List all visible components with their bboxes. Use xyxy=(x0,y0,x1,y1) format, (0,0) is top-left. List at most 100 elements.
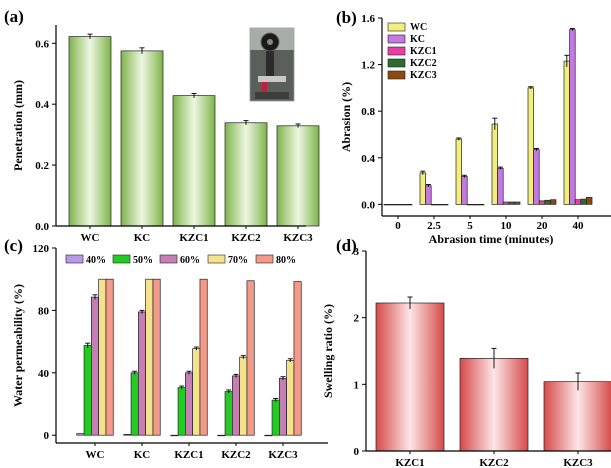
y-tick-label: 0.4 xyxy=(35,99,49,111)
bar-WC-10 xyxy=(491,123,498,205)
y-tick-label: 3 xyxy=(354,246,360,258)
legend-label: KZC1 xyxy=(410,46,437,57)
bar-WC-0 xyxy=(383,204,390,206)
bar-KZC2-2.5 xyxy=(436,204,443,206)
bar-KZC1 xyxy=(375,302,445,452)
bar-60%-KZC2 xyxy=(232,375,241,436)
inset-photo-knob xyxy=(267,39,273,45)
bar-KC-20 xyxy=(533,149,540,205)
x-tick-label: WC xyxy=(81,232,100,244)
legend-swatch xyxy=(207,254,226,264)
y-axis-label: Penetration (mm) xyxy=(11,80,25,171)
bar-80%-KZC1 xyxy=(199,278,208,436)
bar-KZC1-2.5 xyxy=(430,204,438,206)
bar-70%-KZC1 xyxy=(192,348,201,436)
legend-swatch xyxy=(159,254,178,264)
y-tick-label: 80 xyxy=(38,305,50,317)
bar-40%-WC xyxy=(76,433,85,436)
bar-80%-WC xyxy=(105,278,114,436)
bar-40%-KZC3 xyxy=(264,434,273,437)
legend-label: 40% xyxy=(86,255,106,266)
x-tick-label: 10 xyxy=(501,220,513,232)
y-tick-label: 0.6 xyxy=(35,38,49,50)
x-tick-label: KZC1 xyxy=(179,232,208,244)
x-tick-label: 2.5 xyxy=(427,220,441,232)
legend-swatch xyxy=(387,70,406,80)
x-tick-label: KC xyxy=(134,232,151,244)
y-tick-label: 0 xyxy=(44,430,50,442)
bar-WC-2.5 xyxy=(419,172,426,205)
bar-KZC1-10 xyxy=(502,201,510,205)
bar-KZC2-40 xyxy=(580,198,587,205)
x-tick-label: KZC3 xyxy=(268,449,298,461)
bar-KC-5 xyxy=(461,176,468,205)
legend-label: 70% xyxy=(228,255,248,266)
bar-70%-KC xyxy=(145,278,154,436)
legend-label: 50% xyxy=(133,255,153,266)
bar-60%-KZC1 xyxy=(185,372,194,436)
y-tick-label: 1 xyxy=(354,379,360,391)
bar-KZC2-20 xyxy=(544,199,551,205)
bar-KZC1-40 xyxy=(574,199,582,205)
x-tick-label: 5 xyxy=(467,220,473,232)
x-tick-label: KZC1 xyxy=(174,449,203,461)
bar-70%-KZC3 xyxy=(286,359,295,436)
bar-70%-KZC2 xyxy=(239,356,248,436)
bar-KZC2 xyxy=(459,357,529,452)
bar-60%-WC xyxy=(90,296,99,436)
bar-KZC1-5 xyxy=(466,204,474,206)
y-tick-label: 2 xyxy=(354,313,360,325)
bar-WC-20 xyxy=(527,87,534,205)
bar-80%-KC xyxy=(152,278,161,436)
chart-layer: 0.0 0.2 0.4 0.6 WC KC KZC1 KZC2 KZC3 Penetration … xyxy=(4,7,611,468)
y-tick-label: 0.0 xyxy=(35,221,49,233)
x-axis-label: Abrasion time (minutes) xyxy=(429,232,554,246)
bar-KZC1-20 xyxy=(538,200,546,205)
legend-swatch xyxy=(112,254,131,264)
x-tick-label: KZC2 xyxy=(221,449,251,461)
legend-swatch xyxy=(387,46,406,56)
inset-photo-column xyxy=(266,51,274,77)
legend-swatch xyxy=(387,58,406,68)
y-tick-label: 0.4 xyxy=(361,153,375,165)
bar-KZC2-10 xyxy=(508,201,515,205)
legend-label: 80% xyxy=(276,255,296,266)
inset-photo-plate xyxy=(258,76,286,82)
bar-KZC3 xyxy=(276,125,320,227)
y-tick-label: 0.0 xyxy=(361,199,375,211)
y-tick-label: 40 xyxy=(38,368,50,380)
bar-KZC3-5 xyxy=(478,204,485,206)
y-tick-label: 1.6 xyxy=(361,13,375,25)
panel-3: 0 40 80 120 WC KC KZC1 KZC2 KZC3 Water permeabili… xyxy=(4,236,328,461)
bar-40%-KZC2 xyxy=(217,434,226,437)
panel-4: 0 1 2 3 KZC1 KZC2 KZC3 Swelling ratio (%) (d) xyxy=(321,236,611,468)
legend-swatch xyxy=(65,254,84,264)
x-tick-label: KZC2 xyxy=(479,457,509,468)
bar-80%-KZC3 xyxy=(293,281,302,436)
legend-label: 60% xyxy=(180,255,200,266)
panel-label: (a) xyxy=(4,7,24,26)
x-tick-label: KZC3 xyxy=(283,232,313,244)
legend-swatch xyxy=(387,22,406,32)
bar-WC-5 xyxy=(455,138,462,205)
bar-70%-WC xyxy=(98,278,107,436)
bar-KZC3-0 xyxy=(406,204,413,206)
y-tick-label: 0.8 xyxy=(361,106,375,118)
panel-label: (b) xyxy=(336,8,357,27)
bar-WC xyxy=(68,36,112,227)
bar-KZC2-0 xyxy=(400,204,407,206)
bar-WC-40 xyxy=(563,60,570,205)
bar-50%-KC xyxy=(130,372,139,436)
y-tick-label: 0.2 xyxy=(35,160,49,172)
bar-KZC1 xyxy=(172,95,216,227)
panel-2: 0.0 0.4 0.8 1.2 1.6 0 2.5 5 10 20 40 Abrasion (%) Ab… xyxy=(336,8,611,246)
bar-KZC3 xyxy=(543,381,611,452)
y-axis-label: Swelling ratio (%) xyxy=(321,304,335,398)
panel-label: (c) xyxy=(4,236,23,255)
bar-40%-KC xyxy=(123,434,132,436)
bar-KC-2.5 xyxy=(425,185,432,205)
x-tick-label: KZC1 xyxy=(395,457,424,468)
bar-KZC2 xyxy=(224,122,268,227)
bar-50%-KZC3 xyxy=(271,399,280,436)
